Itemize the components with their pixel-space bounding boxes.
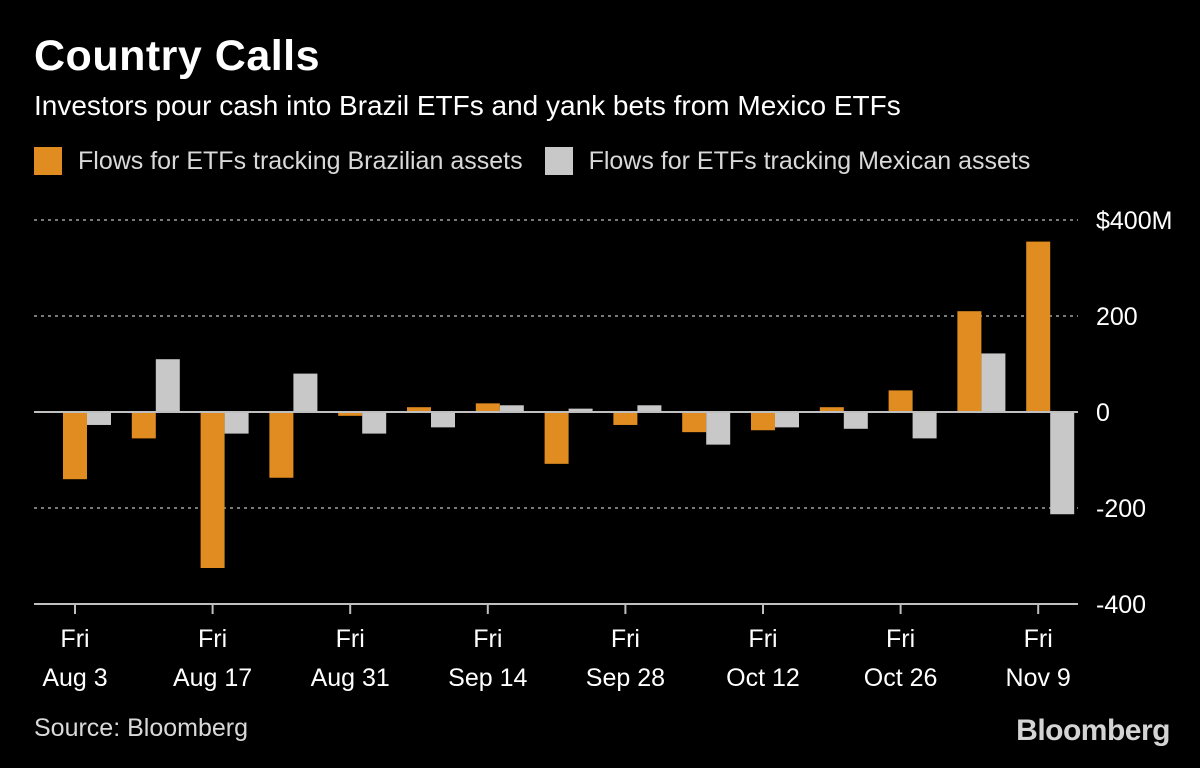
bar-mexico: [981, 353, 1006, 412]
x-tick-label-day: Fri: [473, 625, 502, 653]
bar-brazil: [819, 407, 844, 412]
bar-brazil: [957, 311, 982, 412]
x-tick-label-day: Fri: [1024, 625, 1053, 653]
x-tick-label-date: Aug 31: [311, 664, 390, 692]
x-tick-label-date: Nov 9: [1006, 664, 1071, 692]
bar-brazil: [63, 412, 87, 480]
bar-mexico: [224, 412, 249, 434]
x-tick-label-date: Aug 17: [173, 664, 252, 692]
legend-item-mexico: Flows for ETFs tracking Mexican assets: [544, 146, 1031, 176]
bar-mexico: [362, 412, 387, 434]
x-tick-label-day: Fri: [748, 625, 777, 653]
bar-mexico: [706, 412, 731, 445]
legend-swatch-mexico: [544, 147, 573, 175]
bar-mexico: [1050, 412, 1075, 515]
bar-brazil: [338, 412, 363, 416]
x-tick-label-date: Aug 3: [42, 664, 107, 692]
x-tick-label-date: Sep 14: [448, 664, 527, 692]
bar-brazil: [888, 390, 913, 412]
y-tick-label: 0: [1096, 399, 1110, 427]
bar-brazil: [544, 412, 569, 464]
x-tick-label-day: Fri: [60, 625, 89, 653]
legend-item-brazil: Flows for ETFs tracking Brazilian assets: [34, 147, 523, 176]
x-tick-label-day: Fri: [336, 625, 365, 653]
bloomberg-logo: Bloomberg: [1016, 714, 1170, 747]
bar-brazil: [200, 412, 225, 568]
bar-mexico: [87, 412, 111, 425]
x-tick-label-date: Sep 28: [586, 664, 665, 692]
bar-brazil: [751, 412, 775, 431]
bar-brazil: [682, 412, 707, 433]
bar-brazil: [1026, 241, 1051, 412]
bar-brazil: [613, 412, 638, 425]
x-tick-label-date: Oct 26: [864, 664, 938, 692]
y-tick-label: $400M: [1096, 207, 1172, 235]
bar-mexico: [637, 405, 662, 412]
legend-label-brazil: Flows for ETFs tracking Brazilian assets: [78, 146, 523, 175]
y-tick-label: 200: [1096, 303, 1138, 331]
chart-title: Country Calls: [34, 32, 321, 80]
bar-mexico: [775, 412, 799, 428]
legend-label-mexico: Flows for ETFs tracking Mexican assets: [588, 146, 1031, 175]
bar-mexico: [431, 412, 455, 428]
bar-mexico: [155, 359, 180, 412]
bar-brazil: [475, 403, 500, 412]
bar-mexico: [912, 412, 937, 439]
bar-brazil: [131, 412, 156, 439]
y-tick-label: -200: [1096, 495, 1146, 523]
x-tick-label-day: Fri: [198, 625, 227, 653]
source-note: Source: Bloomberg: [34, 714, 249, 742]
bar-mexico: [293, 373, 318, 412]
bar-mexico: [568, 408, 593, 412]
bar-mexico: [499, 405, 524, 412]
y-tick-label: -400: [1096, 591, 1146, 619]
chart-legend: Flows for ETFs tracking Brazilian assets…: [34, 144, 1052, 178]
legend-swatch-brazil: [34, 147, 62, 175]
bar-mexico: [843, 412, 868, 429]
x-tick-label-date: Oct 12: [726, 664, 800, 692]
x-tick-label-day: Fri: [886, 625, 915, 653]
bar-brazil: [269, 412, 294, 478]
x-tick-label-day: Fri: [611, 625, 640, 653]
bar-brazil: [407, 407, 431, 412]
chart-subtitle: Investors pour cash into Brazil ETFs and…: [34, 90, 901, 121]
